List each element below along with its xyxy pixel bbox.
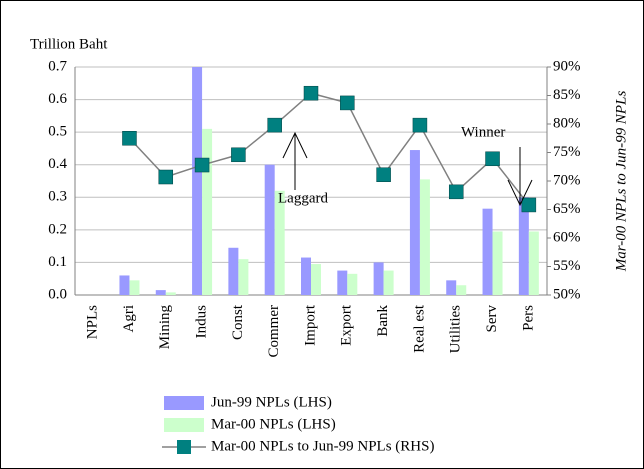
bar <box>238 259 249 295</box>
bar <box>528 231 539 295</box>
x-tick-label: Export <box>339 304 355 346</box>
x-tick-label: Import <box>302 304 318 346</box>
line-marker <box>231 147 246 163</box>
y2-tick-label: 70% <box>553 172 581 188</box>
legend-swatch <box>164 396 204 410</box>
line-marker <box>303 85 319 101</box>
bar <box>165 292 176 295</box>
y-tick-label: 0.3 <box>48 189 67 205</box>
bar <box>492 231 503 295</box>
legend-swatch <box>164 418 204 432</box>
bar <box>119 275 130 295</box>
y-tick-label: 0.2 <box>48 221 67 237</box>
y2-tick-label: 90% <box>553 58 581 74</box>
bar <box>419 179 430 295</box>
line-marker <box>158 169 174 185</box>
legend-label: Jun-99 NPLs (LHS) <box>211 394 332 410</box>
x-tick-label: Agri <box>121 305 137 333</box>
y2-tick-label: 55% <box>553 258 581 274</box>
bar <box>264 164 275 295</box>
y2-tick-label: 60% <box>553 229 581 245</box>
annotation-arrowhead <box>507 179 533 207</box>
bar <box>202 128 213 295</box>
legend-marker <box>177 440 191 454</box>
x-tick-label: Real est <box>411 304 427 353</box>
y2-tick-label: 50% <box>553 286 581 302</box>
y2-tick-label: 80% <box>553 115 581 131</box>
bar <box>347 273 358 295</box>
bar <box>274 190 285 295</box>
x-tick-label: Pers <box>520 305 536 331</box>
line-marker <box>267 117 282 133</box>
line-marker <box>485 151 500 167</box>
bar <box>409 150 420 295</box>
bar <box>456 285 467 295</box>
y-axis-title: Trillion Baht <box>30 36 108 52</box>
bar <box>192 67 203 295</box>
x-tick-label: Const <box>230 304 246 340</box>
x-tick-label: NPLs <box>85 305 101 339</box>
line-marker <box>376 167 391 182</box>
line-marker <box>448 184 464 200</box>
bar <box>518 197 529 295</box>
annotation: Laggard <box>278 190 328 206</box>
bar <box>129 280 140 295</box>
annotation-arrowhead <box>282 131 308 159</box>
annotation: Winner <box>461 124 505 140</box>
y-tick-label: 0.1 <box>48 254 67 270</box>
line-marker <box>194 157 210 173</box>
legend-label: Mar-00 NPLs (LHS) <box>211 416 336 432</box>
x-tick-label: Mining <box>157 305 173 350</box>
y2-tick-label: 65% <box>553 201 581 217</box>
bar <box>311 264 321 295</box>
line-marker <box>122 131 137 146</box>
y-tick-label: 0.4 <box>48 156 67 172</box>
bar <box>373 262 384 295</box>
line-marker <box>521 197 537 213</box>
y2-tick-label: 85% <box>553 87 581 103</box>
x-tick-label: Indus <box>194 305 210 338</box>
x-tick-label: Commer <box>266 305 282 358</box>
y-tick-label: 0.0 <box>48 286 67 302</box>
bar <box>155 290 166 295</box>
legend-label: Mar-00 NPLs to Jun-99 NPLs (RHS) <box>211 438 434 454</box>
bar <box>301 257 311 295</box>
bar <box>482 208 493 295</box>
x-tick-label: Bank <box>375 305 391 337</box>
bar <box>383 270 394 295</box>
x-tick-label: Serv <box>484 305 500 333</box>
x-tick-label: Utilities <box>448 305 464 353</box>
y-tick-label: 0.7 <box>48 58 67 74</box>
line-marker <box>340 95 355 111</box>
bar <box>228 247 239 295</box>
y-tick-label: 0.5 <box>48 124 67 140</box>
bar <box>446 280 457 295</box>
y-tick-label: 0.6 <box>48 91 67 107</box>
bar <box>337 270 348 295</box>
line-marker <box>412 117 428 133</box>
y2-tick-label: 75% <box>553 144 581 160</box>
y2-axis-title: Mar-00 NPLs to Jun-99 NPLs <box>613 91 629 273</box>
